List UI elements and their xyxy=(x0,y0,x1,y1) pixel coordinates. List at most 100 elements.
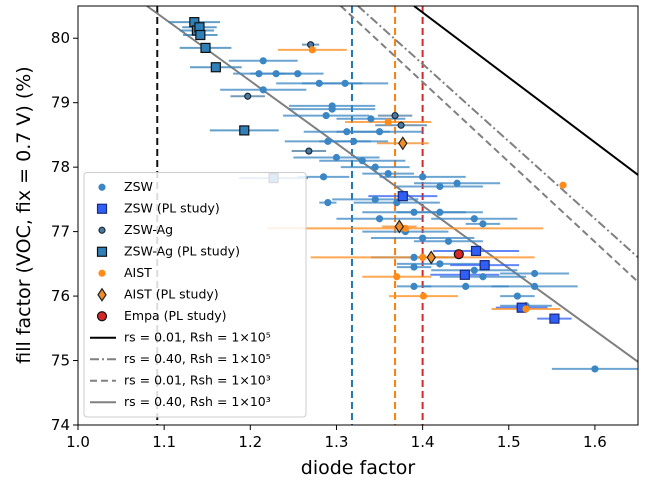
x-tick-label: 1.3 xyxy=(325,433,349,451)
data-point xyxy=(371,195,379,203)
legend-marker xyxy=(98,183,106,191)
y-tick-label: 80 xyxy=(51,29,70,47)
legend-label: Empa (PL study) xyxy=(124,308,227,323)
data-point xyxy=(200,42,211,54)
data-point xyxy=(393,273,401,281)
data-point xyxy=(419,234,427,242)
data-point xyxy=(531,269,539,278)
data-point xyxy=(397,191,408,202)
data-point xyxy=(375,215,384,223)
data-point xyxy=(384,170,392,178)
data-point xyxy=(459,269,470,280)
data-point xyxy=(324,137,332,145)
x-tick-label: 1.0 xyxy=(66,433,90,451)
x-tick-label: 1.1 xyxy=(152,433,176,451)
data-point xyxy=(324,199,332,207)
legend-label: rs = 0.40, Rsh = 1×10³ xyxy=(124,394,271,409)
legend-label: ZSW xyxy=(124,179,153,194)
y-axis-label: fill factor (VOC, fix = 0.7 V) (%) xyxy=(13,66,35,363)
x-tick-label: 1.2 xyxy=(238,433,262,451)
data-point xyxy=(470,266,478,274)
data-point xyxy=(244,92,252,100)
data-point xyxy=(305,147,313,155)
data-point xyxy=(436,182,444,191)
y-tick-label: 79 xyxy=(51,94,70,112)
legend-marker xyxy=(96,246,108,257)
model-line xyxy=(413,6,638,176)
data-point xyxy=(419,173,427,181)
data-point xyxy=(384,118,392,126)
model-line xyxy=(357,6,638,259)
data-point xyxy=(591,365,599,373)
data-point xyxy=(410,253,418,261)
y-tick-label: 76 xyxy=(51,287,70,305)
legend-marker xyxy=(98,226,106,234)
legend-marker xyxy=(98,269,106,277)
legend-label: ZSW-Ag (PL study) xyxy=(124,243,240,258)
y-tick-label: 77 xyxy=(51,223,70,241)
legend-label: ZSW (PL study) xyxy=(124,200,220,215)
plot-area xyxy=(146,6,638,425)
model-line xyxy=(340,6,638,283)
data-point xyxy=(210,62,221,73)
data-point xyxy=(397,121,405,129)
y-tick-label: 75 xyxy=(51,352,70,370)
data-point xyxy=(410,263,418,271)
data-point xyxy=(426,250,436,265)
data-point xyxy=(319,173,328,181)
data-point xyxy=(350,137,358,145)
data-point xyxy=(294,70,302,78)
legend-marker xyxy=(97,287,107,302)
legend-box xyxy=(83,172,307,418)
data-point xyxy=(322,111,330,120)
axes-frame xyxy=(77,5,639,426)
data-point xyxy=(419,253,427,261)
data-point xyxy=(371,163,379,171)
data-point xyxy=(315,79,323,87)
data-point xyxy=(239,125,250,136)
data-point xyxy=(367,115,375,123)
data-point xyxy=(259,57,267,65)
legend-label: rs = 0.40, Rsh = 1×10⁵ xyxy=(124,351,271,366)
data-point xyxy=(375,128,384,136)
data-point xyxy=(522,305,530,313)
legend: ZSW ZSW (PL study) ZSW-Ag ZSW-Ag (PL study)… xyxy=(83,172,307,418)
data-point xyxy=(343,128,351,136)
x-tick-label: 1.6 xyxy=(583,433,607,451)
data-point xyxy=(479,220,487,228)
data-point xyxy=(308,46,316,54)
data-point xyxy=(453,179,461,187)
legend-label: AIST xyxy=(124,265,152,280)
data-point xyxy=(470,245,482,257)
data-point xyxy=(272,70,280,78)
data-point xyxy=(391,111,399,120)
data-point xyxy=(531,282,539,291)
data-point xyxy=(513,292,521,300)
data-point xyxy=(358,157,366,165)
x-tick-label: 1.5 xyxy=(497,433,521,451)
data-point xyxy=(462,282,470,291)
y-tick-label: 78 xyxy=(51,158,70,176)
data-point xyxy=(398,136,408,151)
x-axis-label: diode factor xyxy=(301,457,416,479)
data-point xyxy=(559,181,567,189)
data-point xyxy=(479,260,490,271)
data-point xyxy=(195,29,206,41)
data-point xyxy=(419,292,428,300)
data-point xyxy=(328,105,336,113)
legend-label: rs = 0.01, Rsh = 1×10³ xyxy=(124,372,271,387)
legend-label: ZSW-Ag xyxy=(124,222,173,237)
data-point xyxy=(332,153,341,162)
data-point xyxy=(436,260,444,268)
data-point xyxy=(255,70,263,78)
legend-marker xyxy=(96,311,108,322)
data-point xyxy=(549,313,560,324)
x-tick-label: 1.4 xyxy=(411,433,435,451)
data-point xyxy=(259,86,267,94)
data-point xyxy=(341,79,349,87)
legend-label: AIST (PL study) xyxy=(124,286,219,301)
y-tick-label: 74 xyxy=(51,416,70,434)
data-point xyxy=(479,273,487,281)
legend-marker xyxy=(96,203,108,214)
